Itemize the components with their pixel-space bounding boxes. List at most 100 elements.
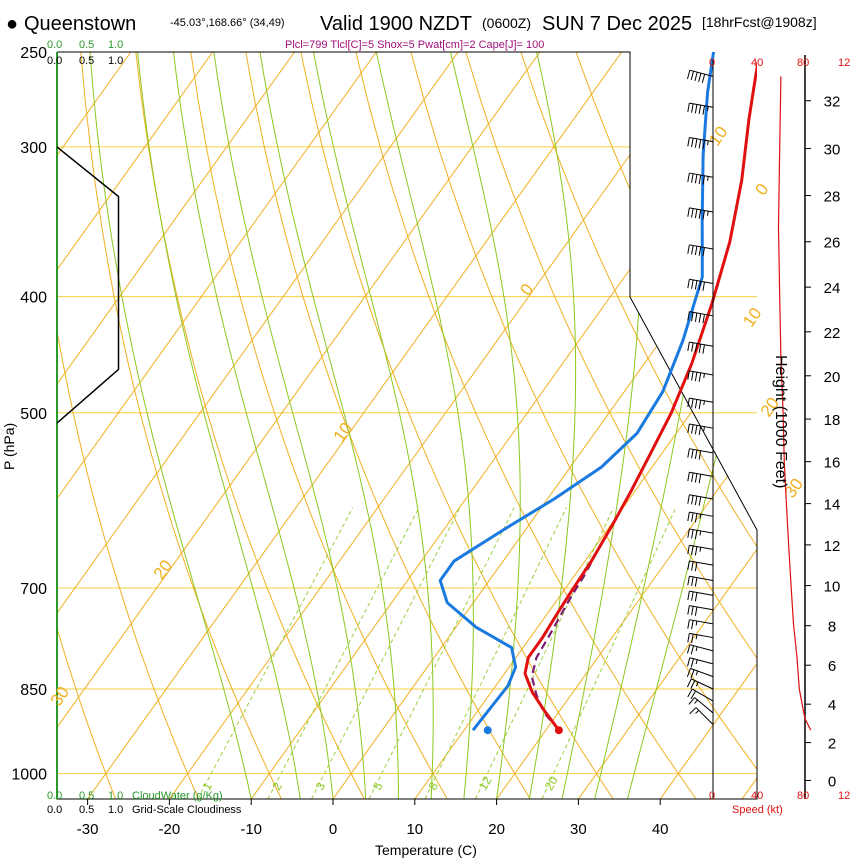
cloudwater-bottom-tick-2: 1.0 <box>108 790 123 802</box>
temp-tick-label-0: 0 <box>329 821 337 838</box>
wind-barb-staff <box>690 667 714 678</box>
height-tick-label-18: 18 <box>824 412 841 429</box>
wind-barb-flag <box>691 173 694 183</box>
wind-barb-flag <box>691 103 694 113</box>
wind-barb-flag <box>698 174 702 185</box>
wind-barb-flag <box>694 312 698 322</box>
cloudwater-bottom-tick-1: 0.5 <box>79 790 94 802</box>
wind-barb-half <box>695 681 699 687</box>
forecast-date: SUN 7 Dec 2025 <box>542 13 692 35</box>
wind-barb-flag <box>694 546 698 556</box>
mixing-ratio-line-1 <box>197 507 354 799</box>
wind-barb-staff <box>694 697 714 714</box>
temp-tick-label--20: -20 <box>159 821 181 838</box>
wind-barb-flag <box>702 210 705 220</box>
height-tick-label-8: 8 <box>828 619 836 636</box>
wind-barb-26 <box>687 207 714 220</box>
wind-barb-8 <box>687 619 714 630</box>
wind-barb-flag <box>687 342 690 352</box>
height-tick-label-20: 20 <box>824 369 841 386</box>
wind-barb-flag <box>694 606 698 616</box>
wind-barb-flag <box>694 343 698 353</box>
wind-barb-flag <box>694 562 698 572</box>
wind-barb-17 <box>687 471 714 484</box>
cloudiness-top-tick-0: 0.0 <box>47 55 62 67</box>
height-tick-label-0: 0 <box>828 773 836 790</box>
pressure-tick-label-850: 850 <box>20 682 47 699</box>
wind-barb-half <box>706 140 709 146</box>
wind-barb-flag <box>694 246 698 256</box>
dry-adiabat-10 <box>190 52 448 799</box>
dry-adiabat--30 <box>57 52 116 799</box>
wind-barb-flag <box>698 73 702 82</box>
moist-adiabat-0 <box>173 52 334 799</box>
wind-barb-flag <box>694 449 698 459</box>
cloudwater-top-tick-2: 1.0 <box>108 39 123 51</box>
wind-barb-3 <box>686 678 714 690</box>
wind-barb-21 <box>687 370 714 382</box>
dry-adiabat-50 <box>410 52 757 799</box>
dry-adiabat-lines <box>57 52 757 799</box>
wind-barb-flag <box>687 398 690 408</box>
wind-barb-staff <box>689 619 714 625</box>
wind-barb-flag <box>698 400 702 410</box>
wind-barb-flag <box>687 591 690 601</box>
mixing-ratio-line-20 <box>541 507 677 799</box>
wind-barb-flag <box>687 688 693 698</box>
wind-barb-flag <box>687 70 691 80</box>
wind-barb-flag <box>687 545 690 555</box>
wind-barb-flag <box>691 279 694 289</box>
speed-axis-label: Speed (kt) <box>732 804 783 816</box>
cloudiness-bottom-tick-2: 1.0 <box>108 804 123 816</box>
wind-barb-half <box>703 373 705 379</box>
wind-barb-flag <box>694 592 698 602</box>
wind-barb-flag <box>694 138 698 148</box>
wind-barb-flag <box>694 104 698 114</box>
wind-barb-staff <box>689 370 714 376</box>
wind-barb-5 <box>687 657 714 668</box>
wind-barb-flag <box>698 209 702 219</box>
speed-bottom-tick-0: 0 <box>709 790 715 802</box>
cloudiness-line <box>56 146 120 424</box>
height-tick-label-32: 32 <box>824 94 841 111</box>
wind-barb-flag <box>694 174 698 184</box>
mixing-ratio-label-5: 5 <box>370 780 386 793</box>
wind-barb-half <box>694 699 698 704</box>
height-tick-label-6: 6 <box>828 658 836 675</box>
isotherm-label-4: 10 <box>705 123 731 149</box>
wind-barb-20 <box>687 397 714 410</box>
wind-barb-flag <box>702 247 705 257</box>
cloudwater-top-tick-0: 0.0 <box>47 39 62 51</box>
wind-barb-7 <box>687 632 714 644</box>
wind-barb-30 <box>687 69 714 83</box>
wind-barb-flag <box>702 344 705 354</box>
wind-barb-half <box>695 646 698 652</box>
wind-barb-flag <box>698 281 702 291</box>
wind-barb-flag <box>698 496 702 506</box>
isotherm-label-1: 10 <box>739 304 765 330</box>
wind-barb-flag <box>687 137 690 147</box>
wind-barb-29 <box>687 102 714 115</box>
wind-barb-22 <box>687 341 714 354</box>
moist-adiabat-8 <box>259 52 399 799</box>
wind-barb-flag <box>691 312 694 322</box>
speed-top-tick-0: 0 <box>709 57 715 69</box>
wind-barb-flag <box>694 496 698 506</box>
wind-barb-flag <box>691 529 694 539</box>
wind-barb-flag <box>690 669 695 679</box>
wind-barb-flag <box>691 245 694 255</box>
wind-barb-flag <box>691 208 694 218</box>
wind-barb-6 <box>687 644 714 655</box>
mixing-ratio-line-5 <box>368 507 515 799</box>
mixing-ratio-lines <box>197 507 677 799</box>
dry-adiabat-30 <box>300 52 614 799</box>
wind-barb-flag <box>687 423 690 433</box>
wind-barb-flag <box>691 495 694 505</box>
moist-adiabat-24 <box>528 52 577 799</box>
isotherm-label-8: 30 <box>47 683 73 709</box>
height-tick-label-10: 10 <box>824 579 841 596</box>
speed-bottom-tick-40: 40 <box>751 790 763 802</box>
mixing-ratio-line-3 <box>311 507 461 799</box>
wind-barb-flag <box>687 528 690 538</box>
